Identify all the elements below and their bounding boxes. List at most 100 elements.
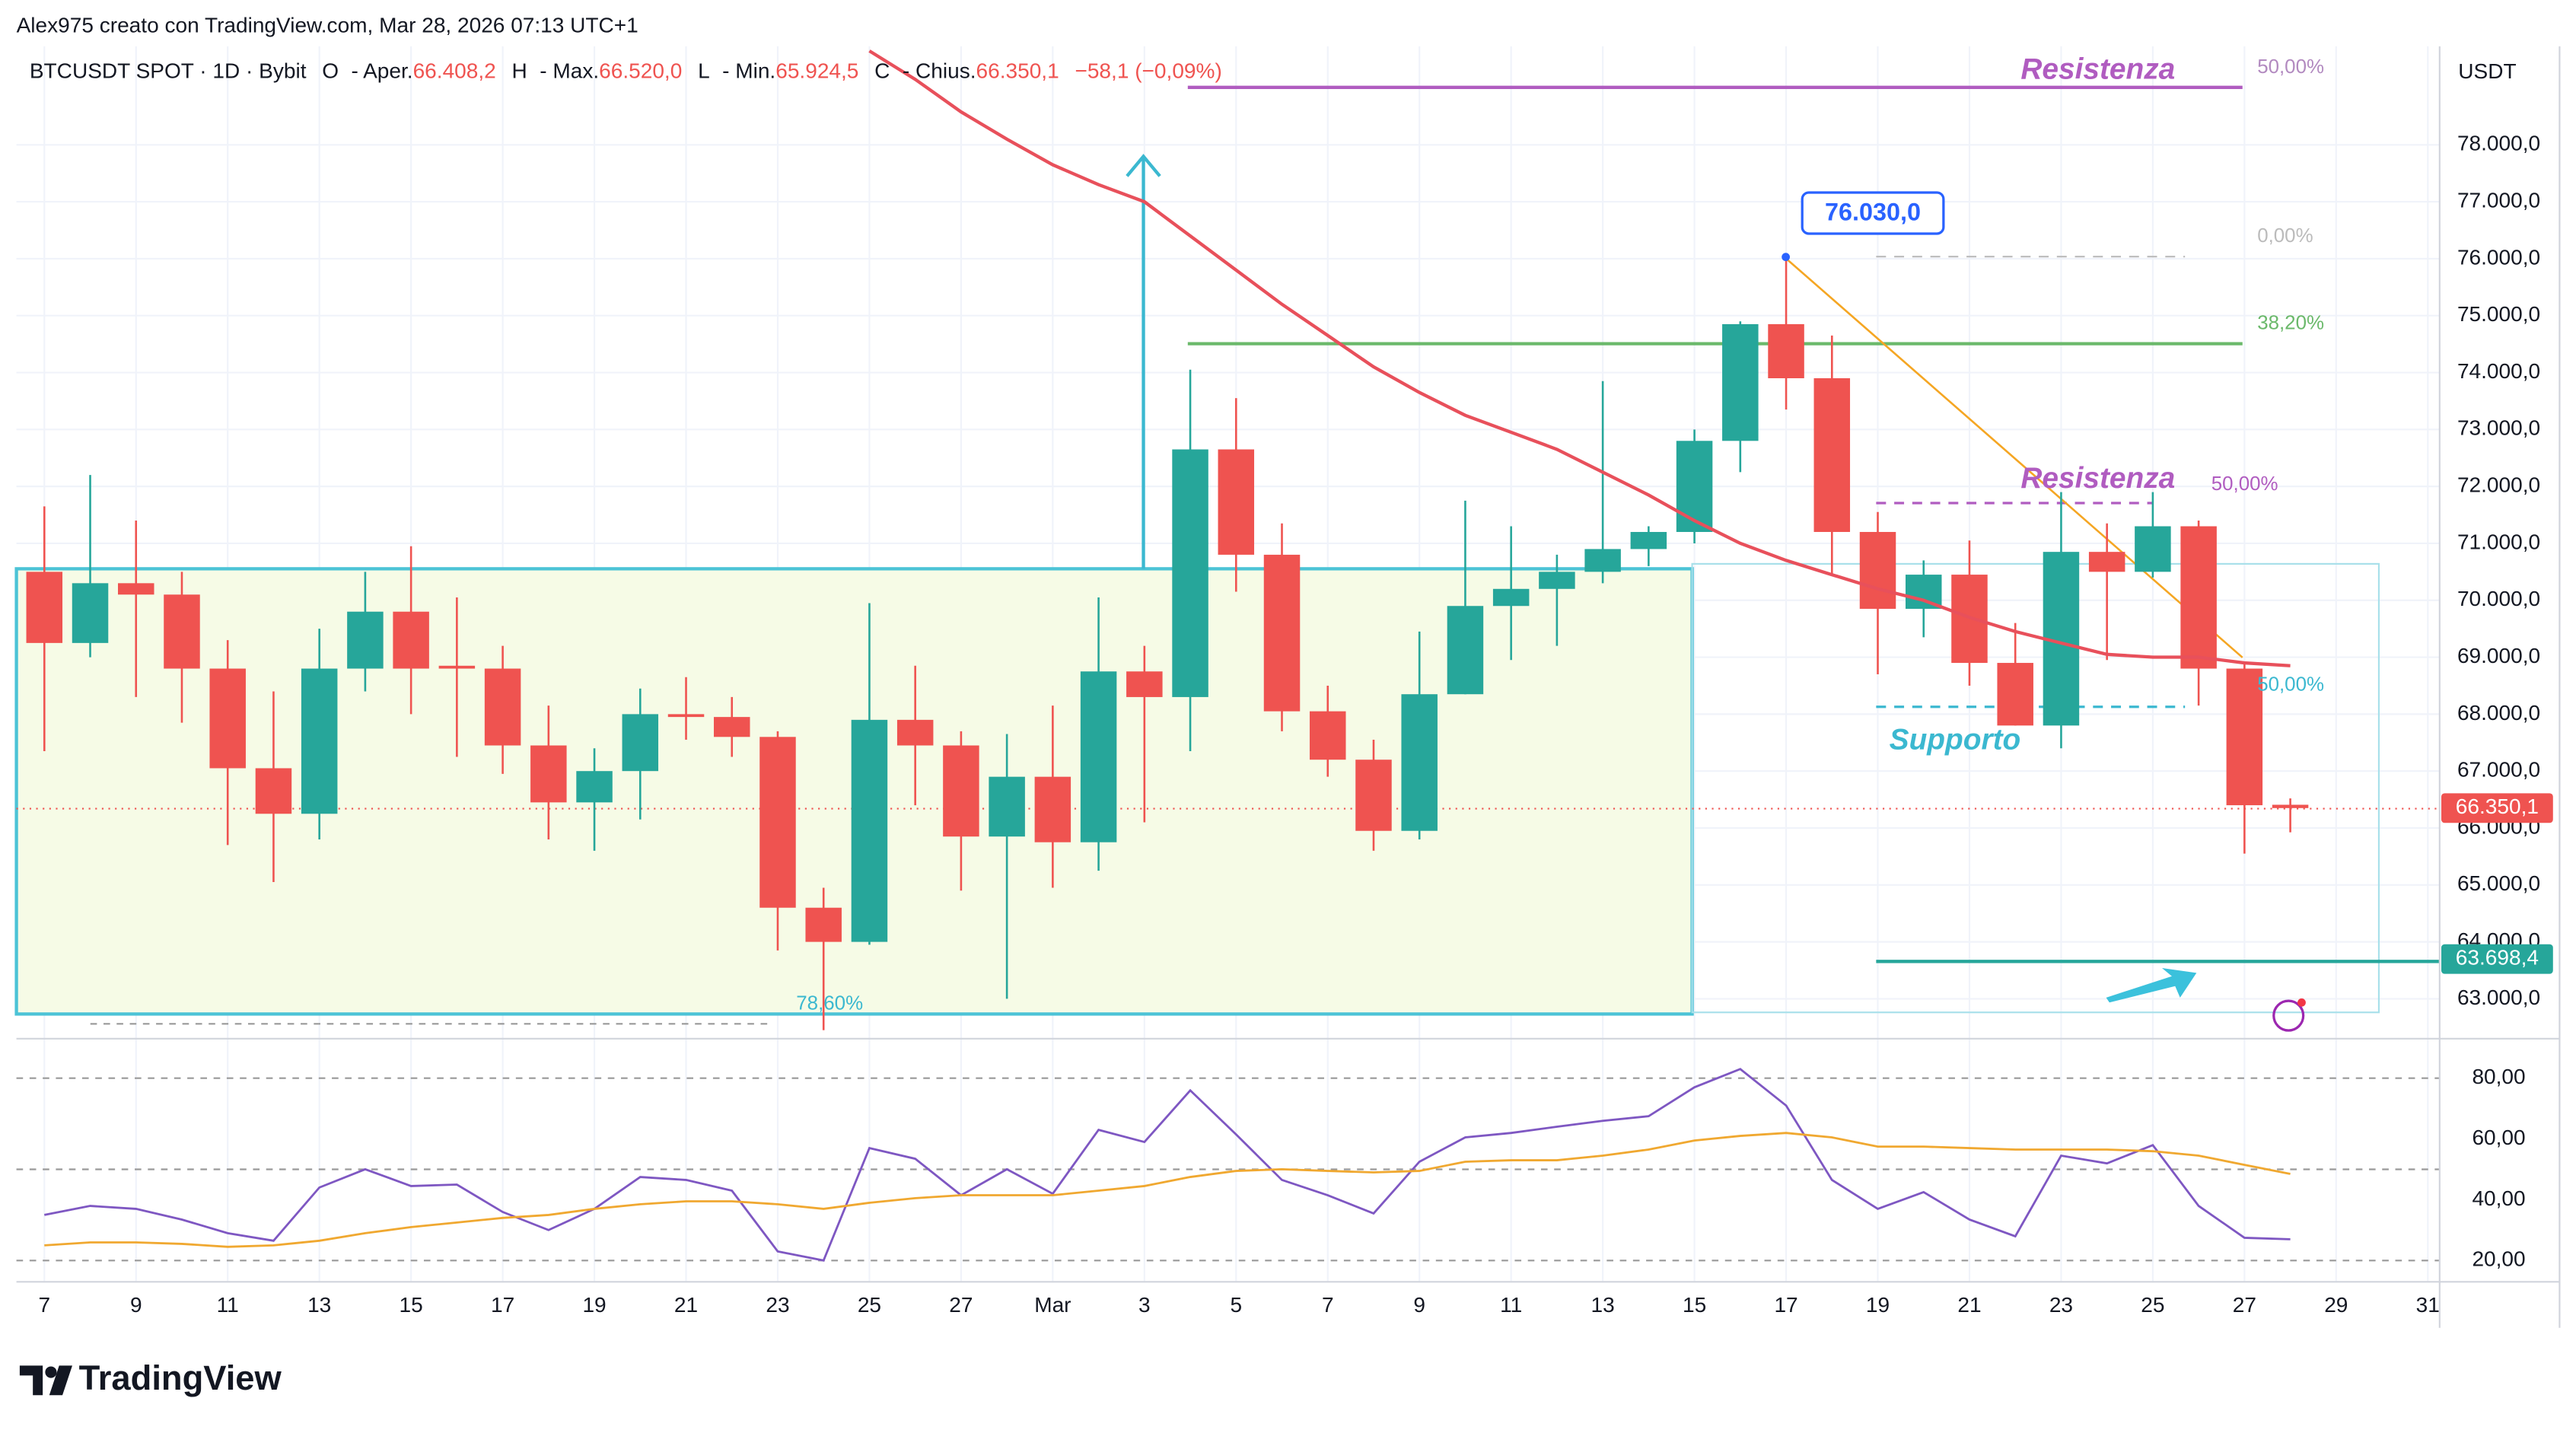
candle-body <box>943 745 979 837</box>
ohlc-value: 66.520,0 <box>599 59 682 83</box>
y-tick-label: 40,00 <box>2472 1186 2525 1210</box>
candle-body <box>1447 606 1484 695</box>
candle-body <box>530 745 567 803</box>
alert-icon <box>2272 999 2305 1032</box>
y-tick-label: 78.000,0 <box>2457 132 2540 155</box>
candle-body <box>438 665 476 669</box>
ohlc-key: C <box>874 59 890 83</box>
annotation: 50,00% <box>2257 56 2324 78</box>
annotation: 0,00% <box>2257 225 2313 247</box>
alert-dot <box>2297 998 2306 1007</box>
candle-body <box>1768 323 1804 379</box>
x-tick-label: 25 <box>2141 1293 2164 1317</box>
y-tick-label: 65.000,0 <box>2457 871 2540 895</box>
candle-body <box>989 776 1025 837</box>
candle-body <box>393 611 429 669</box>
candle-body <box>1813 378 1851 532</box>
arrow <box>1126 154 1161 569</box>
x-tick-label: 13 <box>307 1293 331 1317</box>
arrow <box>2106 967 2197 1003</box>
y-tick-label: 76.000,0 <box>2457 245 2540 269</box>
candle-body <box>209 668 246 769</box>
candle-body <box>576 771 613 803</box>
callout-box <box>1801 191 1945 235</box>
candle-body <box>1676 441 1713 532</box>
x-tick-label: 13 <box>1591 1293 1615 1317</box>
candle-body <box>896 719 934 746</box>
x-tick-label: 15 <box>400 1293 423 1317</box>
candle-body <box>667 714 705 718</box>
candle-body <box>2226 668 2263 806</box>
candle-body <box>484 668 521 746</box>
brand: TradingView <box>79 1358 282 1397</box>
annotation: Resistenza <box>2020 462 2175 495</box>
candle-body <box>1584 549 1621 572</box>
symbol: BTCUSDT SPOT · 1D · Bybit <box>30 59 307 83</box>
x-tick-label: 27 <box>2233 1293 2256 1317</box>
y-tick-label: 71.000,0 <box>2457 530 2540 553</box>
credit: Alex975 creato con TradingView.com, Mar … <box>17 13 638 37</box>
candle-body <box>301 668 338 814</box>
x-tick-label: 25 <box>858 1293 881 1317</box>
x-tick-label: 21 <box>674 1293 698 1317</box>
x-tick-label: 17 <box>1774 1293 1797 1317</box>
candle-body <box>622 714 659 772</box>
candle-body <box>347 611 384 669</box>
brand-logo <box>45 1366 57 1378</box>
candle-body <box>26 572 63 643</box>
unit-label: USDT <box>2458 59 2516 83</box>
annotation: 50,00% <box>2257 674 2324 695</box>
y-tick-label: 75.000,0 <box>2457 302 2540 326</box>
candle-body <box>164 594 200 669</box>
x-tick-label: 23 <box>766 1293 789 1317</box>
annotation: Supporto <box>1890 723 2021 756</box>
change: −58,1 (−0,09%) <box>1075 59 1221 83</box>
x-tick-label: Mar <box>1034 1293 1071 1317</box>
line <box>44 1132 2291 1248</box>
x-tick-label: 11 <box>1500 1293 1522 1317</box>
candle-body <box>118 583 154 595</box>
plot <box>26 49 2309 1262</box>
x-tick-label: 23 <box>2049 1293 2073 1317</box>
candle-body <box>1263 554 1301 712</box>
candle-body <box>1539 572 1575 589</box>
candle-body <box>1492 588 1530 607</box>
y-tick-label: 69.000,0 <box>2457 644 2540 667</box>
y-tick-label: 80,00 <box>2472 1065 2525 1088</box>
x-tick-label: 11 <box>217 1293 239 1317</box>
x-tick-label: 31 <box>2416 1293 2440 1317</box>
candle-body <box>1172 449 1208 697</box>
y-tick-label: 73.000,0 <box>2457 416 2540 440</box>
x-tick-label: 7 <box>1322 1293 1334 1317</box>
annotation: 78,60% <box>796 992 863 1014</box>
candle-body <box>1126 671 1163 697</box>
candle-body <box>1401 694 1438 831</box>
ohlc-key: H <box>512 59 527 83</box>
x-tick-label: 7 <box>38 1293 50 1317</box>
candle-body <box>2088 552 2125 572</box>
x-tick-label: 19 <box>582 1293 606 1317</box>
candle-body <box>1355 760 1392 831</box>
candle-body <box>72 583 109 643</box>
candle-body <box>1630 531 1667 549</box>
range-box-outline <box>1691 562 2380 1014</box>
x-tick-label: 9 <box>1413 1293 1425 1317</box>
x-tick-label: 5 <box>1230 1293 1242 1317</box>
trend-line <box>1785 257 2243 658</box>
moving-average <box>868 49 2291 667</box>
ohlc-key: - Max. <box>540 59 599 83</box>
annotation: 38,20% <box>2257 313 2324 334</box>
y-tick-label: 20,00 <box>2472 1247 2525 1271</box>
ohlc-key: - Aper. <box>352 59 413 83</box>
ohlc-value: 66.408,2 <box>413 59 496 83</box>
ohlc-key: O <box>322 59 339 83</box>
candle-body <box>805 907 842 942</box>
ohlc-key: - Min. <box>722 59 775 83</box>
candle-body <box>2180 526 2217 669</box>
price-label: 66.350,1 <box>2456 795 2539 818</box>
y-tick-label: 74.000,0 <box>2457 359 2540 383</box>
callout-point <box>1782 253 1791 262</box>
candle-body <box>1722 323 1759 441</box>
ohlc-key: L <box>698 59 710 83</box>
